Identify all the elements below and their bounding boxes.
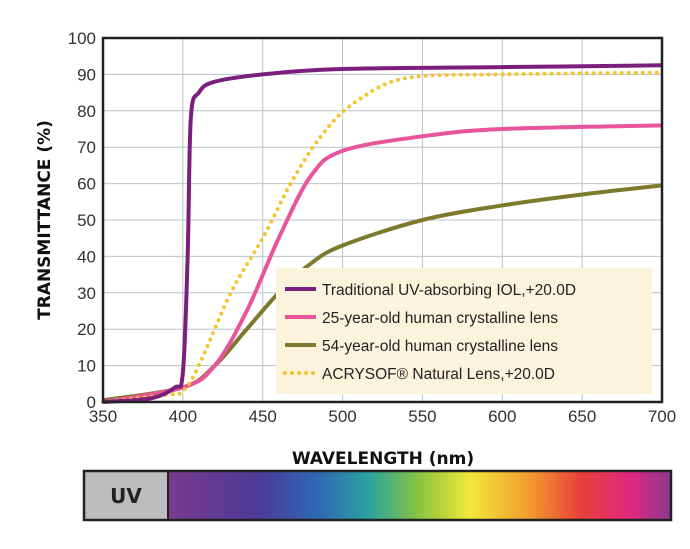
uv-region [84, 471, 168, 520]
legend-box [276, 268, 652, 394]
legend-label: Traditional UV-absorbing IOL,+20.0D [322, 282, 576, 299]
legend-label: ACRYSOF® Natural Lens,+20.0D [322, 366, 555, 383]
x-tick-label: 650 [568, 407, 596, 426]
y-tick-label: 40 [77, 247, 96, 266]
visible-spectrum [168, 471, 671, 520]
y-axis-label: TRANSMITTANCE (%) [35, 120, 55, 320]
series-line-1 [102, 123, 663, 404]
y-tick-label: 20 [77, 320, 96, 339]
y-tick-label: 60 [77, 175, 96, 194]
x-tick-label: 400 [169, 407, 197, 426]
x-tick-label: 600 [488, 407, 516, 426]
uv-label: UV [110, 484, 142, 508]
plot-frame [101, 36, 664, 404]
x-tick-label: 450 [249, 407, 277, 426]
x-tick-label: 550 [408, 407, 436, 426]
spectrum-bar: UV [82, 469, 673, 522]
y-tick-label: 90 [77, 65, 96, 84]
x-tick-label: 500 [328, 407, 356, 426]
y-tick-label: 0 [87, 393, 96, 412]
y-tick-label: 70 [77, 138, 96, 157]
y-tick-label: 80 [77, 102, 96, 121]
x-tick-label: 700 [648, 407, 676, 426]
x-tick-label: 350 [89, 407, 117, 426]
series-line-0 [102, 63, 663, 404]
x-axis-label: WAVELENGTH (nm) [292, 449, 474, 469]
legend-label: 25-year-old human crystalline lens [322, 310, 558, 327]
series-line-3 [101, 70, 664, 404]
legend-label: 54-year-old human crystalline lens [322, 338, 558, 355]
y-tick-label: 10 [77, 357, 96, 376]
y-tick-label: 100 [68, 29, 96, 48]
y-tick-label: 30 [77, 284, 96, 303]
y-tick-label: 50 [77, 211, 96, 230]
legend: Traditional UV-absorbing IOL,+20.0D 25-ye… [276, 268, 652, 394]
